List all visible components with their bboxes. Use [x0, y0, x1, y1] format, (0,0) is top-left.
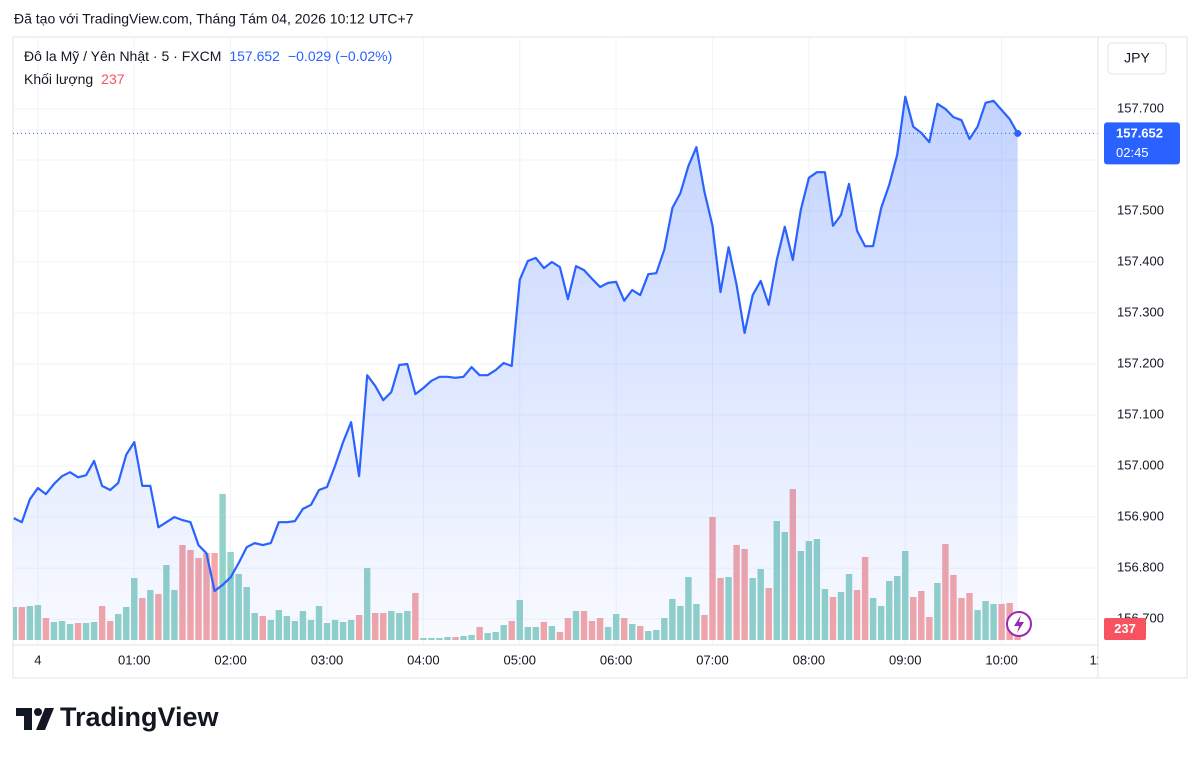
x-tick-label: 4: [34, 652, 41, 667]
price-tag-value: 157.652: [1116, 125, 1163, 140]
x-tick-label: 02:00: [214, 652, 247, 667]
volume-tag: [1104, 618, 1146, 640]
x-tick-label: 06:00: [600, 652, 633, 667]
volume-name: Khối lượng: [24, 71, 93, 87]
x-tick-label: 10:00: [985, 652, 1018, 667]
volume-last: 237: [101, 71, 125, 87]
y-tick-label: 157.000: [1117, 457, 1164, 472]
countdown: 02:45: [1116, 145, 1149, 160]
currency-button[interactable]: [1107, 42, 1167, 75]
caption: Đã tạo với TradingView.com, Tháng Tám 04…: [14, 11, 414, 27]
brand-name: TradingView: [60, 702, 220, 732]
price-line: [13, 95, 1019, 593]
y-tick-label: 156.800: [1117, 560, 1164, 575]
plot-area: [13, 37, 1098, 645]
price-tag: [1104, 122, 1180, 165]
volume-bar: [219, 494, 226, 640]
y-tick-label: 156.900: [1117, 508, 1164, 523]
last-point: [1014, 129, 1022, 137]
brand-logo: [16, 708, 54, 730]
volume-tag-value: 237: [1114, 621, 1136, 636]
x-tick-label: 05:00: [503, 652, 536, 667]
x-tick-label: 03:00: [311, 652, 344, 667]
x-tick-label: 07:00: [696, 652, 729, 667]
y-tick-label: 157.500: [1117, 202, 1164, 217]
y-tick-label: 157.400: [1117, 253, 1164, 268]
price-change: −0.029 (−0.02%): [288, 48, 392, 64]
symbol: Đô la Mỹ / Yên Nhật · 5 · FXCM: [24, 48, 221, 64]
legend-line: Đô la Mỹ / Yên Nhật · 5 · FXCM 157.652 −0.…: [24, 48, 392, 64]
x-tick-label: 08:00: [793, 652, 826, 667]
y-axis: 156.700156.800156.900157.000157.100157.2…: [1104, 100, 1180, 640]
y-tick-label: 157.200: [1117, 355, 1164, 370]
volume-legend: Khối lượng 237: [24, 71, 125, 87]
price-area: [13, 96, 1018, 640]
chart-frame: [12, 36, 1188, 679]
y-tick-label: 157.100: [1117, 406, 1164, 421]
x-tick-label: 11:: [1089, 652, 1106, 667]
last-price: 157.652: [229, 48, 280, 64]
x-tick-label: 01:00: [118, 652, 151, 667]
x-tick-label: 09:00: [889, 652, 922, 667]
y-tick-label: 157.700: [1117, 100, 1164, 115]
x-tick-label: 04:00: [407, 652, 440, 667]
currency-label[interactable]: JPY: [1124, 50, 1150, 66]
y-tick-label: 157.300: [1117, 304, 1164, 319]
lightning-icon[interactable]: [1006, 611, 1032, 637]
x-axis: 4 01:00 02:00 03:00 04:00 05:00 06:00 07:00 08:0…: [34, 652, 1106, 667]
